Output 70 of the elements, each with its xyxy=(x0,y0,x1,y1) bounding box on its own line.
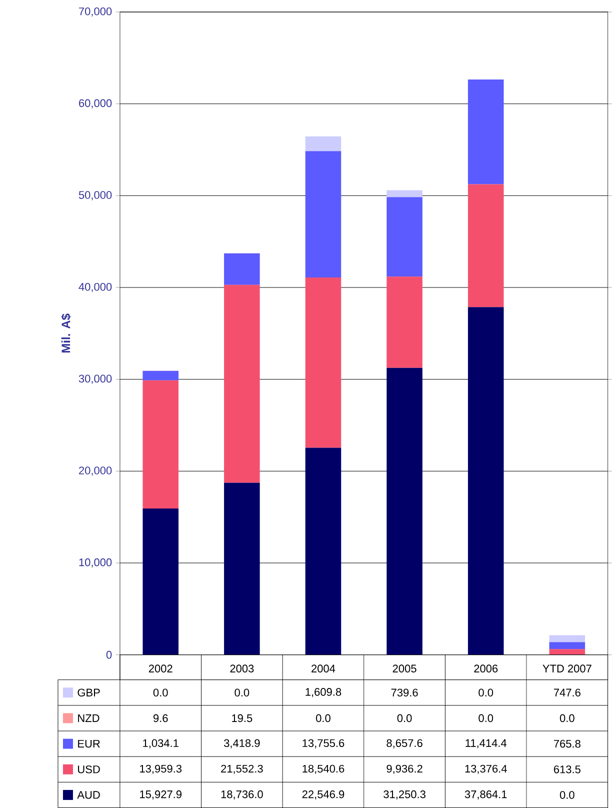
x-tick-label: YTD 2007 xyxy=(542,664,592,672)
bar xyxy=(468,184,504,308)
bar xyxy=(386,190,423,198)
data-label: 613.5 xyxy=(554,765,581,774)
bar xyxy=(386,276,423,368)
legend-label: NZD xyxy=(78,714,100,722)
bar xyxy=(305,151,342,278)
data-label: 13,376.4 xyxy=(465,764,508,774)
data-label: 19.5 xyxy=(232,714,252,722)
data-label: 0.0 xyxy=(478,714,494,722)
y-tick-label: 40,000 xyxy=(78,282,112,292)
y-tick-label: 70,000 xyxy=(79,7,112,17)
bar xyxy=(305,277,342,448)
bar xyxy=(305,448,342,655)
data-label: 9,936.2 xyxy=(386,764,422,774)
bar xyxy=(549,642,586,650)
x-tick-label: 2004 xyxy=(312,664,336,672)
bar xyxy=(142,508,179,655)
x-tick-label: 2003 xyxy=(230,664,254,672)
y-tick-label: 0 xyxy=(106,650,112,659)
data-label: 0.0 xyxy=(397,714,412,722)
y-tick-label: 10,000 xyxy=(79,558,112,568)
x-tick-label: 2005 xyxy=(392,664,416,672)
data-label: 18,540.6 xyxy=(302,764,344,774)
legend-label: EUR xyxy=(78,740,100,748)
data-label: 765.8 xyxy=(554,740,581,748)
y-tick-label: 20,000 xyxy=(79,466,112,476)
bar xyxy=(386,197,423,277)
data-label: 11,414.4 xyxy=(466,739,507,748)
data-label: 22,546.9 xyxy=(302,790,344,800)
data-label: 21,552.3 xyxy=(221,764,263,774)
x-tick-label: 2006 xyxy=(474,664,498,672)
data-label: 1,609.8 xyxy=(306,688,342,698)
y-axis-title: Mil. A$ xyxy=(61,314,72,352)
bar xyxy=(549,649,586,655)
y-tick-label: 50,000 xyxy=(79,191,112,200)
data-label: 747.6 xyxy=(554,688,581,696)
data-label: 0.0 xyxy=(560,714,574,722)
data-label: 1,034.1 xyxy=(143,739,179,748)
bar xyxy=(549,635,586,642)
data-label: 13,959.3 xyxy=(140,764,182,774)
bar xyxy=(224,253,260,285)
data-label: 37,864.1 xyxy=(464,790,507,800)
bar xyxy=(142,370,179,380)
data-label: 0.0 xyxy=(153,688,168,696)
data-label: 739.6 xyxy=(391,688,418,696)
y-tick-label: 30,000 xyxy=(78,374,112,384)
bar xyxy=(224,482,260,655)
data-label: 0.0 xyxy=(560,791,574,799)
data-label: 9.6 xyxy=(154,714,168,722)
data-label: 0.0 xyxy=(478,688,494,696)
bar xyxy=(305,136,342,152)
bar xyxy=(142,380,179,509)
y-tick-label: 60,000 xyxy=(79,99,112,108)
x-tick-label: 2002 xyxy=(149,664,172,672)
data-label: 0.0 xyxy=(234,688,250,696)
data-label: 3,418.9 xyxy=(224,739,260,748)
data-label: 31,250.3 xyxy=(384,790,426,800)
data-label: 15,927.9 xyxy=(140,790,182,800)
data-label: 8,657.6 xyxy=(386,739,422,748)
bar xyxy=(386,368,423,655)
bar xyxy=(468,307,504,655)
bar xyxy=(224,284,260,483)
legend-label: AUD xyxy=(77,791,100,799)
legend-label: USD xyxy=(78,765,100,774)
data-label: 0.0 xyxy=(316,714,331,722)
data-label: 13,755.6 xyxy=(302,739,344,748)
legend-label: GBP xyxy=(78,688,100,696)
data-label: 18,736.0 xyxy=(221,790,263,800)
bar xyxy=(468,79,504,184)
